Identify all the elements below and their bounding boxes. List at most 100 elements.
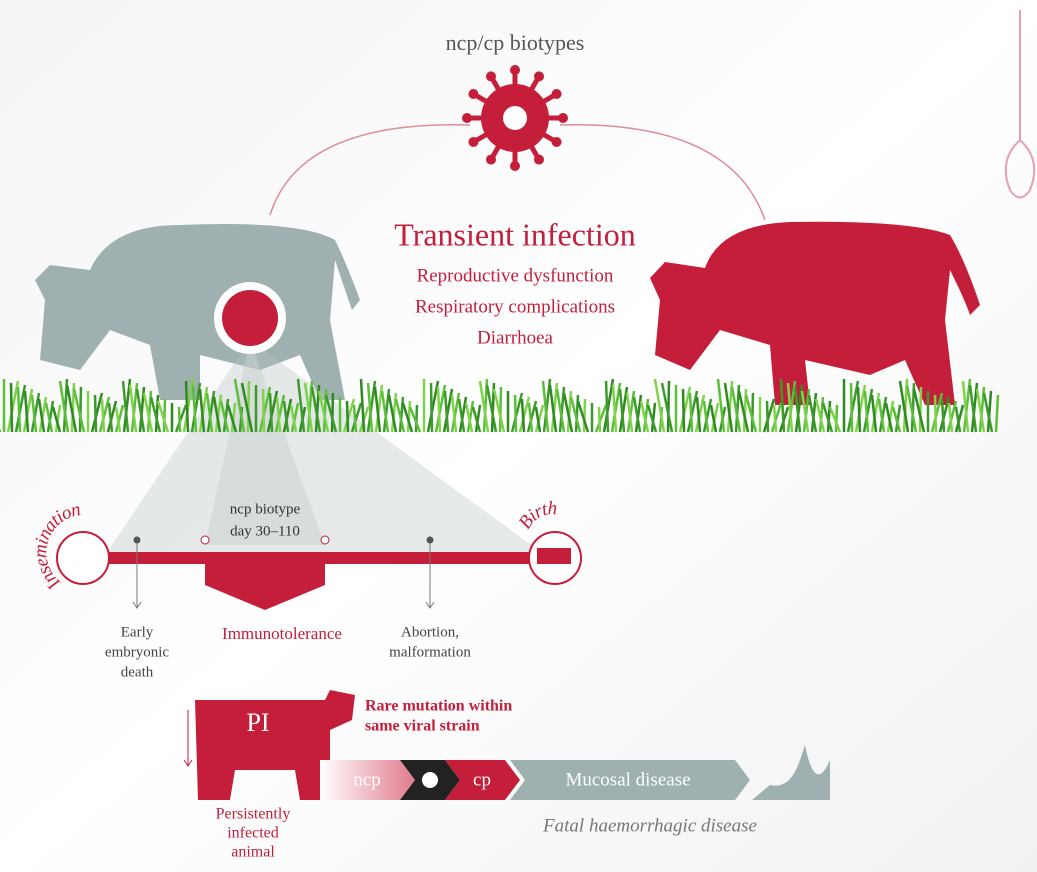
- blade: [569, 396, 582, 433]
- event-label: death: [121, 664, 154, 680]
- blade: [466, 400, 475, 433]
- blade: [716, 378, 726, 433]
- blade: [240, 382, 254, 433]
- blade: [191, 384, 198, 433]
- blade: [317, 390, 330, 433]
- blade: [618, 386, 629, 433]
- blade: [426, 380, 440, 433]
- blade: [642, 398, 650, 433]
- blade: [510, 392, 524, 433]
- blade: [863, 390, 870, 433]
- spike-tip: [534, 71, 544, 82]
- blade: [968, 384, 978, 433]
- blade: [940, 398, 946, 433]
- blade: [686, 390, 699, 433]
- blade: [72, 388, 86, 433]
- funnel-inner: [205, 340, 325, 545]
- blade: [54, 404, 62, 433]
- blade: [534, 406, 542, 433]
- blade: [818, 396, 825, 433]
- blade: [233, 378, 246, 433]
- spike-tip: [468, 137, 479, 147]
- blade: [78, 386, 83, 433]
- blade: [970, 382, 979, 433]
- blade: [786, 382, 794, 433]
- blade: [723, 382, 734, 433]
- blade: [527, 402, 534, 433]
- blade: [70, 382, 76, 433]
- blade: [626, 390, 636, 433]
- blade: [174, 404, 188, 433]
- blade: [597, 406, 602, 433]
- symptom: Diarrhoea: [477, 327, 554, 348]
- red-cow: [650, 221, 980, 405]
- blade: [154, 394, 160, 433]
- blade: [594, 404, 608, 433]
- blade: [306, 380, 314, 433]
- blade: [22, 388, 34, 433]
- blade: [205, 392, 214, 433]
- blade: [9, 382, 14, 433]
- pi-caption: Persistently: [216, 806, 291, 823]
- blade: [401, 402, 414, 433]
- blade: [58, 380, 70, 433]
- event-label: Abortion,: [401, 624, 459, 640]
- decor: [1004, 10, 1036, 199]
- blade: [30, 392, 41, 433]
- blade: [219, 400, 230, 433]
- blade: [342, 398, 356, 433]
- blade: [660, 382, 674, 433]
- blade: [345, 400, 350, 433]
- blade: [518, 396, 531, 433]
- blade: [490, 382, 496, 433]
- pi-caption: infected: [227, 825, 279, 842]
- blade: [878, 396, 888, 433]
- blade: [366, 382, 374, 433]
- pi-animal: [195, 690, 355, 800]
- blade: [190, 382, 202, 433]
- blade: [574, 394, 580, 433]
- blade: [222, 398, 230, 433]
- blade: [98, 396, 111, 433]
- blade: [770, 402, 783, 433]
- blade: [100, 398, 106, 433]
- insemination-icon: [56, 531, 110, 585]
- blade: [471, 406, 482, 433]
- window-marker: [205, 564, 325, 610]
- step-label: cp: [473, 769, 491, 790]
- blade: [198, 386, 209, 433]
- blade: [62, 378, 69, 433]
- blade: [162, 398, 167, 433]
- blade: [666, 380, 671, 433]
- blade: [750, 392, 755, 433]
- blade: [498, 386, 503, 433]
- blade: [772, 404, 778, 433]
- blade: [184, 380, 190, 433]
- blade: [30, 394, 38, 433]
- blade: [709, 404, 718, 433]
- blade: [710, 402, 720, 433]
- blade: [602, 378, 615, 433]
- blade: [566, 390, 573, 433]
- blade: [734, 384, 741, 433]
- blade: [877, 398, 886, 433]
- blade: [359, 378, 366, 433]
- blade: [678, 386, 692, 433]
- blade: [485, 384, 498, 433]
- blade: [856, 386, 862, 433]
- blade: [122, 378, 132, 433]
- pi-arrow: [183, 710, 193, 767]
- window-label: ncp biotype: [230, 501, 301, 517]
- blade: [442, 388, 454, 433]
- blade: [902, 378, 909, 433]
- dead-animal: [752, 745, 830, 800]
- blade: [289, 404, 298, 433]
- blade: [807, 394, 818, 433]
- blade: [65, 384, 78, 433]
- blade: [930, 392, 944, 433]
- blade: [156, 400, 170, 433]
- blade: [975, 388, 986, 433]
- event-label: malformation: [389, 644, 471, 660]
- blade: [694, 394, 706, 433]
- blade: [542, 378, 552, 433]
